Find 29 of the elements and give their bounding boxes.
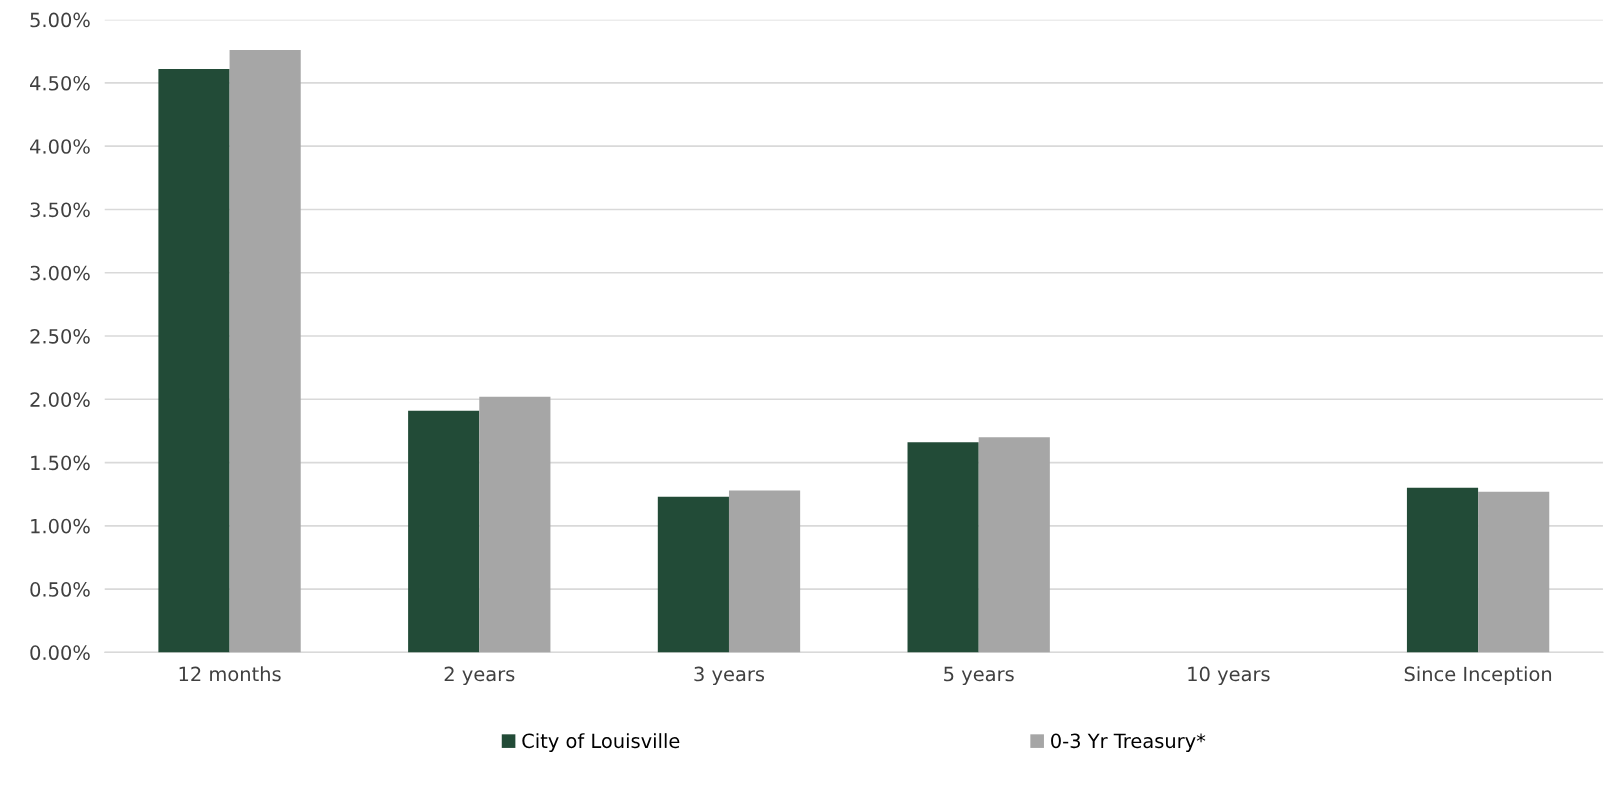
y-tick-label: 4.00% (30, 139, 90, 154)
bar (1478, 491, 1550, 653)
y-tick-label: 1.00% (31, 518, 90, 534)
bar (408, 410, 480, 653)
bar (657, 496, 729, 653)
legend-label: 0-3 Yr Treasury* (1051, 733, 1206, 752)
y-tick-label: 2.00% (30, 392, 90, 407)
y-tick-label: 0.50% (30, 582, 90, 597)
bar (728, 490, 801, 653)
bar (1406, 487, 1479, 653)
x-tick-label: 5 years (944, 666, 1014, 686)
y-tick-label: 5.00% (30, 12, 90, 28)
bar (978, 437, 1050, 653)
x-tick-label: Since Inception (1404, 666, 1552, 686)
y-tick-label: 0.00% (30, 645, 90, 661)
bar (229, 50, 301, 653)
x-tick-label: 12 months (179, 666, 281, 682)
y-tick-label: 4.50% (30, 75, 90, 91)
y-tick-label: 1.50% (31, 455, 90, 471)
bar (479, 396, 551, 653)
y-tick-label: 3.50% (30, 202, 90, 218)
x-tick-label: 2 years (444, 666, 515, 686)
bar (907, 442, 979, 653)
x-tick-label: 10 years (1188, 666, 1270, 686)
y-tick-label: 3.00% (30, 265, 90, 281)
legend-label: City of Louisville (522, 733, 680, 752)
bar (158, 69, 230, 653)
x-tick-label: 3 years (694, 666, 765, 686)
y-tick-label: 2.50% (30, 328, 90, 344)
